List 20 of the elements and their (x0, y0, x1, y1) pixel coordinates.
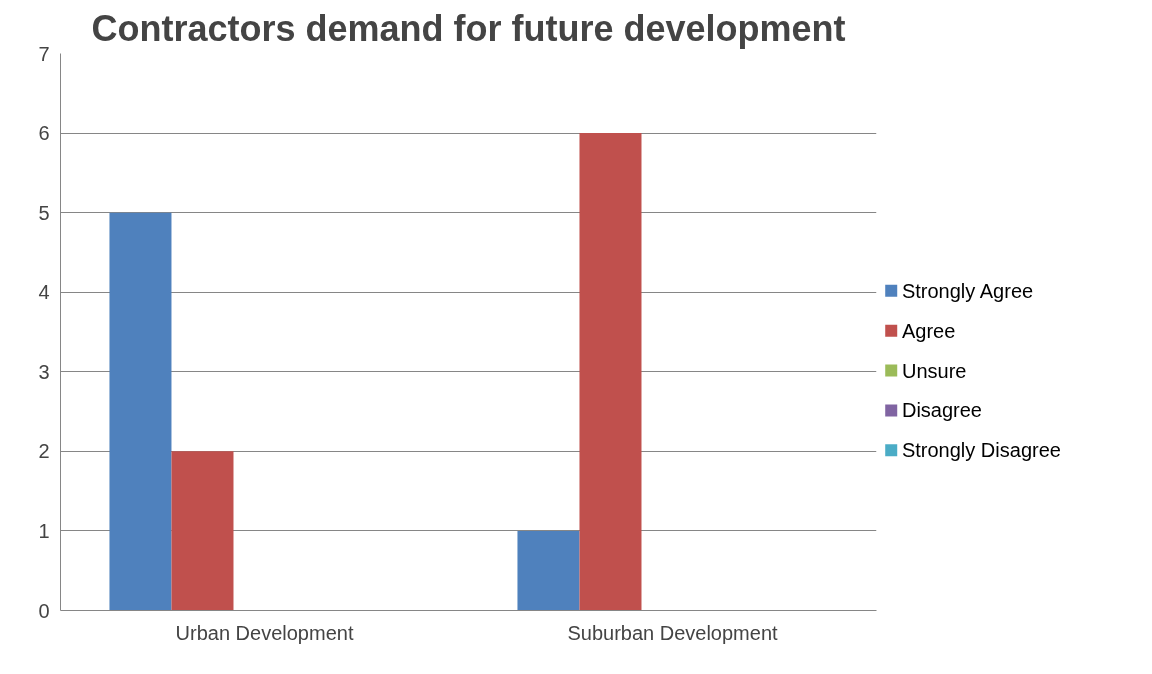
y-tick-label: 1 (38, 519, 50, 542)
bar (109, 212, 172, 611)
y-tick-label: 2 (38, 440, 50, 463)
x-tick-label: Suburban Development (567, 621, 779, 644)
chart-title: Contractors demand for future development (91, 7, 846, 49)
bar (171, 451, 234, 611)
legend-label: Unsure (901, 359, 967, 382)
x-tick-label: Urban Development (175, 621, 354, 644)
y-tick-label: 5 (38, 201, 50, 224)
legend-label: Agree (901, 319, 956, 342)
y-tick-label: 6 (38, 122, 50, 145)
y-tick-label: 0 (38, 599, 50, 622)
y-tick-label: 3 (38, 360, 50, 383)
legend-label: Disagree (901, 399, 982, 422)
legend-label: Strongly Agree (901, 279, 1034, 302)
y-tick-label: 7 (38, 42, 50, 65)
bar (579, 133, 642, 611)
bar (517, 530, 580, 611)
y-tick-label: 4 (38, 281, 50, 304)
legend-label: Strongly Disagree (901, 439, 1061, 462)
